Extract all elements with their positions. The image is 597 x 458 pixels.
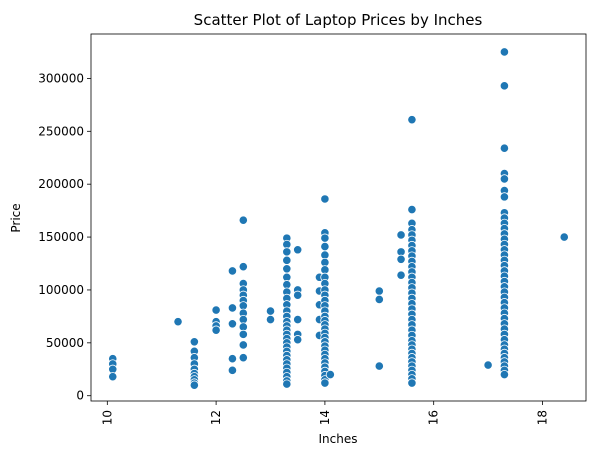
y-tick-label: 250000	[38, 124, 84, 138]
data-point	[499, 174, 510, 184]
data-point	[374, 286, 384, 296]
data-point	[499, 369, 510, 380]
data-point	[108, 372, 118, 382]
y-tick-label: 150000	[38, 230, 84, 244]
x-tick-label: 18	[535, 410, 549, 425]
data-point	[265, 314, 276, 325]
data-point	[265, 306, 276, 316]
data-point	[238, 353, 248, 363]
y-tick-label: 200000	[38, 177, 84, 191]
y-axis-label: Price	[9, 203, 23, 232]
x-tick-label: 12	[209, 410, 223, 425]
data-point	[293, 290, 303, 300]
data-point	[499, 81, 510, 91]
data-point	[227, 266, 238, 276]
data-point	[227, 303, 238, 313]
data-point	[320, 194, 330, 204]
data-point	[211, 325, 221, 335]
data-point	[227, 354, 238, 364]
data-point	[238, 215, 248, 225]
plot-frame	[90, 33, 587, 402]
y-tick-label: 0	[76, 389, 84, 403]
x-axis: 10 12 14 16 18	[100, 401, 549, 425]
y-tick-label: 300000	[38, 71, 84, 85]
data-point	[320, 378, 330, 388]
data-point	[407, 115, 417, 125]
data-point	[499, 47, 510, 57]
data-point	[320, 233, 330, 243]
x-tick-label: 16	[427, 410, 441, 425]
data-point	[293, 245, 303, 255]
data-point	[407, 378, 417, 388]
data-point	[238, 262, 248, 272]
y-tick-label: 100000	[38, 283, 84, 297]
data-point	[293, 335, 303, 345]
data-point	[211, 305, 221, 315]
data-point	[238, 340, 248, 350]
data-point	[325, 369, 335, 380]
data-point	[238, 329, 248, 339]
data-point	[282, 247, 292, 257]
data-point	[293, 314, 303, 325]
data-point	[499, 143, 510, 153]
x-tick-label: 10	[100, 410, 114, 425]
data-point	[320, 241, 330, 252]
data-point	[396, 254, 406, 264]
data-point	[227, 365, 238, 375]
x-tick-label: 14	[318, 410, 332, 425]
y-axis: 0 50000 100000 150000 200000 250000 300000	[38, 71, 91, 403]
y-tick-label: 50000	[46, 336, 84, 350]
data-point	[499, 192, 510, 202]
data-point	[282, 379, 292, 389]
data-point	[396, 230, 406, 240]
data-point	[189, 380, 199, 390]
x-axis-label: Inches	[319, 432, 358, 446]
points-layer	[108, 47, 569, 390]
data-point	[559, 232, 569, 242]
data-point	[374, 361, 384, 371]
data-point	[227, 319, 238, 329]
data-point	[407, 204, 417, 215]
data-point	[282, 264, 292, 274]
data-point	[189, 337, 199, 347]
data-point	[374, 294, 384, 305]
chart-title: Scatter Plot of Laptop Prices by Inches	[194, 11, 483, 29]
data-point	[173, 317, 183, 327]
data-point	[396, 270, 406, 280]
data-point	[483, 360, 493, 370]
data-point	[282, 255, 292, 265]
